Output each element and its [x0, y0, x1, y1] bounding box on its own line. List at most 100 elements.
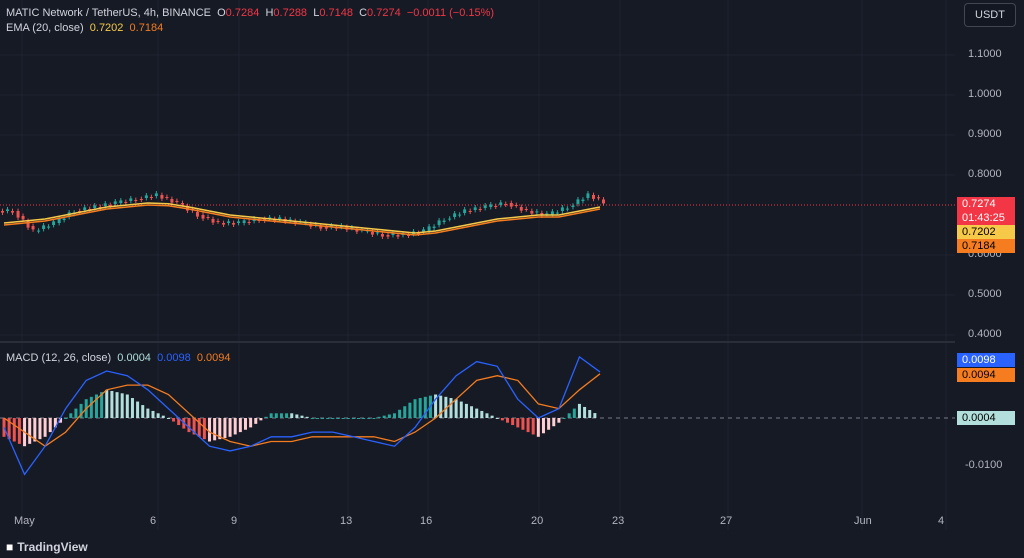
histogram-bar: [53, 418, 57, 428]
histogram-bar: [136, 401, 140, 418]
candle-body: [442, 220, 446, 222]
candle-body: [463, 209, 467, 213]
signal-tag: 0.0094: [957, 368, 1015, 382]
candle-body: [422, 229, 426, 232]
ema1-price-tag: 0.7202: [957, 225, 1015, 239]
histogram-bar: [166, 418, 170, 419]
open-label: O: [217, 7, 226, 19]
candle-body: [232, 223, 236, 225]
candle-body: [62, 218, 66, 220]
candle-body: [581, 199, 585, 201]
time-axis-label: 4: [938, 515, 945, 527]
candle-body: [565, 208, 569, 210]
histogram-bar: [187, 418, 191, 433]
histogram-bar: [74, 408, 78, 418]
candle-body: [478, 209, 482, 210]
histogram-bar: [238, 418, 242, 433]
histogram-bar: [541, 418, 545, 434]
candle-body: [119, 200, 123, 203]
histogram-bar: [12, 418, 16, 442]
macd-axis-label: -0.0100: [965, 459, 1003, 471]
candle-body: [427, 226, 431, 231]
candles: [1, 191, 605, 239]
candle-body: [113, 201, 117, 204]
time-axis-label: May: [14, 515, 35, 527]
candle-body: [576, 199, 580, 204]
histogram-bar: [290, 413, 294, 418]
candle-body: [1, 211, 4, 213]
histogram-bar: [485, 413, 489, 418]
candle-body: [380, 234, 384, 237]
last-price-tag: 0.7274 01:43:25: [957, 197, 1015, 225]
hist-tag: 0.0004: [957, 411, 1015, 425]
candle-body: [494, 206, 498, 207]
histogram-bar: [326, 418, 330, 419]
histogram-bar: [480, 410, 484, 418]
histogram-bar: [367, 418, 371, 419]
symbol-title[interactable]: MATIC Network / TetherUS, 4h, BINANCE: [6, 7, 211, 19]
histogram-bar: [94, 394, 98, 418]
histogram-bar: [382, 415, 386, 418]
last-price-value: 0.7274: [962, 198, 996, 210]
histogram-bar: [562, 418, 566, 419]
macd-signal-line: [3, 373, 601, 447]
histogram-bar: [192, 418, 196, 435]
histogram-bar: [357, 418, 361, 419]
price-axis-label: 1.0000: [968, 88, 1002, 100]
histogram-bar: [28, 418, 32, 444]
candle-body: [180, 203, 184, 205]
histogram-bar: [500, 418, 504, 421]
candle-body: [473, 207, 477, 210]
histogram-bar: [387, 414, 391, 418]
histogram-bar: [449, 398, 453, 418]
histogram-bar: [100, 392, 104, 418]
candle-body: [448, 218, 452, 220]
histogram-bar: [156, 413, 160, 418]
candle-body: [483, 205, 487, 208]
macd-legend[interactable]: MACD (12, 26, close) 0.0004 0.0098 0.009…: [6, 351, 231, 365]
histogram-bar: [295, 414, 299, 418]
histogram-bar: [341, 418, 345, 419]
candle-body: [206, 217, 210, 218]
low-value: 0.7148: [319, 7, 353, 19]
tradingview-logo[interactable]: ■ TradingView: [6, 540, 88, 554]
histogram-bar: [490, 415, 494, 418]
price-axis-label: 0.8000: [968, 168, 1002, 180]
histogram-bar: [213, 418, 217, 441]
histogram-bar: [567, 413, 571, 418]
candle-body: [453, 213, 457, 217]
histogram-bar: [398, 409, 402, 418]
histogram-bar: [536, 418, 540, 437]
candle-body: [78, 211, 82, 212]
change-value: −0.0011 (−0.15%): [406, 7, 495, 19]
histogram-bar: [269, 413, 273, 418]
histogram-bar: [125, 394, 129, 418]
candle-body: [129, 198, 133, 201]
close-label: C: [359, 7, 368, 19]
candle-body: [530, 211, 534, 214]
histogram-bar: [506, 418, 510, 423]
histogram-bar: [285, 413, 289, 418]
histogram-bar: [321, 418, 325, 419]
candle-body: [201, 215, 205, 219]
price-axis-label: 1.1000: [968, 48, 1002, 60]
candle-body: [396, 235, 400, 237]
ema-label[interactable]: EMA (20, close): [6, 22, 84, 34]
histogram-bar: [475, 408, 479, 418]
candle-body: [16, 211, 20, 218]
histogram-bar: [115, 392, 119, 418]
currency-button[interactable]: USDT: [964, 3, 1016, 27]
histogram-bar: [336, 418, 340, 419]
candle-body: [555, 212, 559, 214]
macd-label[interactable]: MACD (12, 26, close): [6, 352, 112, 364]
histogram-bar: [161, 415, 165, 418]
symbol-legend[interactable]: MATIC Network / TetherUS, 4h, BINANCE O 0…: [6, 6, 494, 20]
histogram-bar: [79, 403, 83, 418]
histogram-bar: [454, 399, 458, 418]
histogram-bar: [423, 396, 427, 418]
candle-body: [149, 197, 153, 198]
ema-legend[interactable]: EMA (20, close) 0.7202 0.7184: [6, 21, 163, 35]
candle-body: [355, 229, 359, 232]
candle-body: [432, 226, 436, 228]
